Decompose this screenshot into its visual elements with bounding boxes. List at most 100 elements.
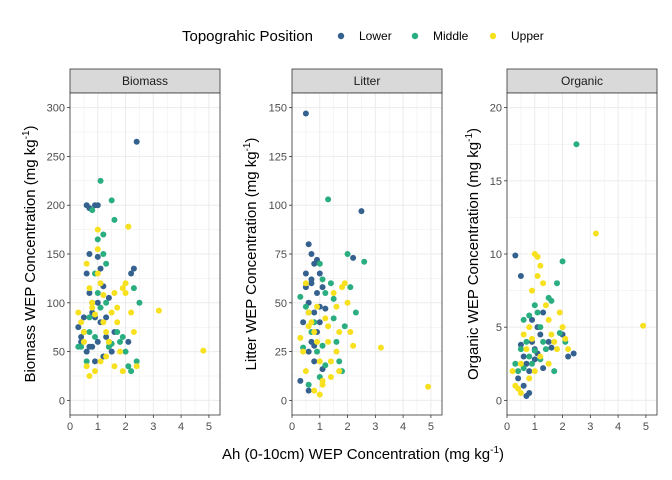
data-point-lower [540,309,547,316]
data-point-middle [559,258,566,265]
data-point-lower [319,284,326,291]
data-point-lower [75,324,82,331]
data-point-upper [526,324,533,331]
data-point-middle [330,315,337,322]
data-point-upper [92,311,98,318]
data-point-upper [94,270,101,277]
data-point-lower [540,365,547,372]
x-tick-label-biomass: 4 [178,421,184,433]
data-point-upper [325,338,332,345]
data-point-upper [83,363,90,370]
x-axis-title-close: ) [499,446,504,463]
data-point-middle [573,141,580,148]
data-point-upper [341,280,348,287]
data-point-upper [545,316,552,323]
data-point-lower [128,270,135,277]
data-point-upper [130,329,137,336]
data-point-upper [94,246,101,253]
data-point-upper [534,253,541,260]
strip-label-biomass: Biomass [122,74,168,88]
data-point-middle [529,360,535,367]
data-point-upper [336,368,343,375]
legend: Topograhic Position Lower Middle Upper [182,28,544,45]
data-point-lower [529,316,535,323]
data-point-upper [97,280,104,287]
y-tick-label-biomass: 50 [53,347,65,359]
data-point-middle [100,251,107,257]
x-tick-label-organic: 5 [643,421,649,433]
data-point-upper [100,319,107,326]
data-point-lower [523,360,530,367]
data-point-upper [305,309,312,316]
data-point-upper [155,307,162,314]
x-tick-label-biomass: 0 [67,421,73,433]
strip-background-organic [506,68,658,94]
data-point-upper [302,368,309,375]
data-point-upper [529,335,535,342]
y-tick-label-litter: 125 [269,151,287,163]
data-point-upper [119,368,126,375]
legend-key-middle [411,32,419,40]
y-tick-label-litter: 100 [269,200,287,212]
data-point-upper [105,338,112,345]
data-point-lower [125,338,132,345]
data-point-lower [308,251,315,257]
data-point-middle [526,312,533,319]
data-point-upper [103,353,110,360]
strip-label-organic: Organic [561,74,603,88]
data-point-upper [526,375,533,382]
data-point-upper [330,290,337,297]
data-point-middle [336,358,343,365]
x-axis-title-superscript: -1 [490,445,499,456]
data-point-middle [537,324,544,331]
data-point-middle [551,368,558,375]
data-point-middle [327,280,334,287]
data-point-lower [350,254,357,261]
data-point-middle [103,260,110,267]
data-point-upper [94,226,101,233]
data-point-middle [517,346,524,353]
y-tick-label-organic: 5 [496,322,502,334]
data-point-lower [94,338,101,345]
data-point-middle [347,284,354,291]
data-point-middle [103,299,110,306]
data-point-upper [103,329,110,336]
x-axis-title-text: Ah (0-10cm) WEP Concentration (mg kg [222,446,490,463]
data-point-lower [311,309,318,316]
legend-label-lower: Lower [359,29,392,43]
data-point-upper [347,329,354,336]
data-point-lower [80,314,87,321]
x-tick-label-litter: 3 [372,421,378,433]
y-tick-label-biomass: 0 [59,395,65,407]
data-point-upper [86,285,93,292]
y-tick-label-biomass: 150 [47,249,65,261]
y-tick-label-biomass: 250 [47,151,65,163]
data-point-upper [75,309,82,316]
data-point-upper [551,338,558,345]
data-point-middle [526,353,533,360]
data-point-upper [122,290,129,297]
data-point-middle [108,197,115,204]
data-point-middle [78,343,85,350]
data-point-lower [103,333,110,340]
data-point-upper [111,363,118,370]
data-point-upper [531,368,538,375]
data-point-upper [314,338,320,345]
data-point-lower [523,392,530,399]
y-ticks-organic: 0 5 10 15 20 [490,103,507,407]
data-point-upper [327,373,334,380]
data-point-upper [529,287,535,294]
data-point-middle [128,368,135,375]
data-point-upper [300,348,307,355]
data-point-lower [305,348,312,355]
data-point-lower [108,348,115,355]
data-point-upper [344,299,351,306]
data-point-lower [322,305,329,312]
legend-label-upper: Upper [511,29,544,43]
data-point-middle [133,358,140,365]
y-ticks-biomass: 0 50 100 150 200 250 300 [47,103,70,407]
data-point-middle [542,346,549,353]
x-ticks-litter: 0 1 2 3 4 5 [289,415,434,433]
points-litter [297,110,432,398]
